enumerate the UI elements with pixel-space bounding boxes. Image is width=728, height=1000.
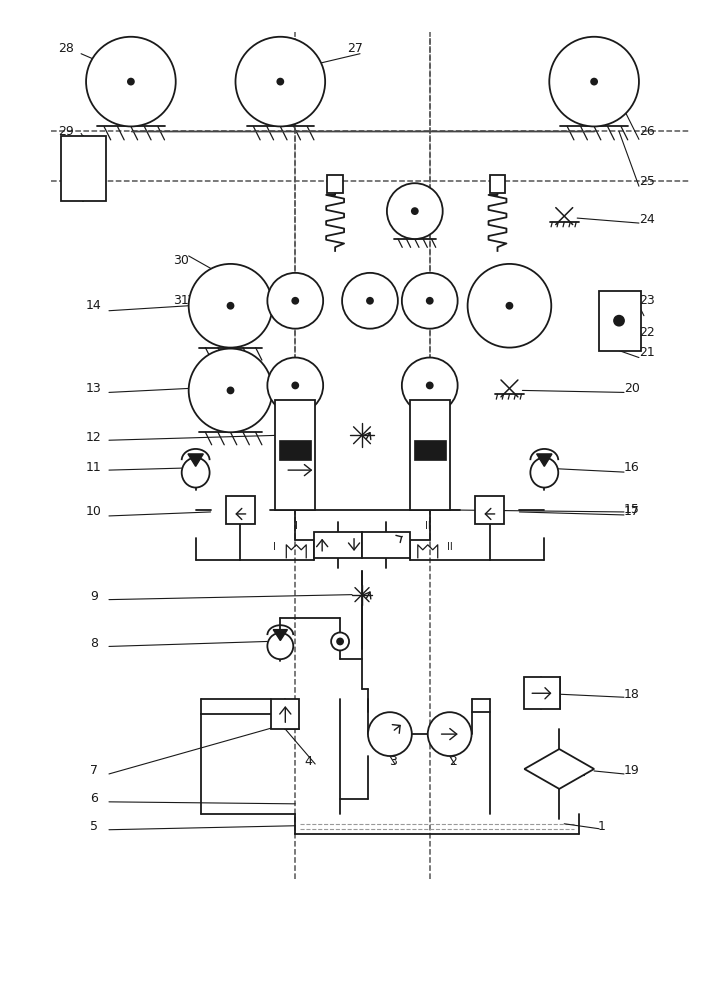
Bar: [599, 291, 641, 351]
Circle shape: [128, 79, 134, 85]
Text: 3: 3: [389, 755, 397, 768]
Circle shape: [228, 303, 234, 309]
Bar: [475, 496, 505, 524]
Text: 31: 31: [173, 294, 189, 307]
Bar: [272, 699, 299, 729]
Text: 15: 15: [624, 503, 640, 516]
Text: 26: 26: [639, 125, 654, 138]
Text: 30: 30: [173, 254, 189, 267]
Circle shape: [228, 387, 234, 393]
Text: 6: 6: [90, 792, 98, 805]
Polygon shape: [188, 454, 203, 466]
Text: 29: 29: [58, 125, 74, 138]
Polygon shape: [537, 454, 552, 466]
Text: 14: 14: [86, 299, 102, 312]
Circle shape: [507, 303, 513, 309]
Circle shape: [467, 264, 551, 348]
Bar: [414, 440, 446, 460]
Text: 2: 2: [448, 755, 456, 768]
Text: 24: 24: [639, 213, 654, 226]
Text: 20: 20: [624, 382, 640, 395]
Text: 4: 4: [304, 755, 312, 768]
Text: 21: 21: [639, 346, 654, 359]
Circle shape: [367, 298, 373, 304]
Circle shape: [402, 358, 458, 413]
Circle shape: [368, 712, 412, 756]
Bar: [275, 400, 315, 510]
Text: 17: 17: [624, 505, 640, 518]
Bar: [362, 532, 410, 558]
Text: 10: 10: [86, 505, 102, 518]
Text: 12: 12: [86, 431, 102, 444]
Circle shape: [292, 298, 298, 304]
Bar: [280, 440, 311, 460]
Text: 22: 22: [639, 326, 654, 339]
Bar: [489, 175, 505, 193]
Circle shape: [331, 632, 349, 650]
Ellipse shape: [267, 633, 293, 659]
Bar: [327, 175, 343, 193]
Text: I: I: [273, 542, 276, 552]
Polygon shape: [273, 630, 288, 641]
Text: 1: 1: [598, 820, 606, 833]
Polygon shape: [524, 749, 594, 789]
Circle shape: [235, 37, 325, 126]
Circle shape: [337, 638, 343, 644]
Text: 7: 7: [90, 764, 98, 777]
Circle shape: [427, 382, 432, 388]
Circle shape: [267, 273, 323, 329]
Circle shape: [412, 208, 418, 214]
Circle shape: [550, 37, 639, 126]
Text: 18: 18: [624, 688, 640, 701]
Circle shape: [267, 358, 323, 413]
Text: II: II: [447, 542, 453, 552]
Text: 8: 8: [90, 637, 98, 650]
Text: 25: 25: [639, 175, 655, 188]
Circle shape: [292, 382, 298, 388]
Circle shape: [428, 712, 472, 756]
Circle shape: [402, 273, 458, 329]
Circle shape: [427, 298, 432, 304]
Ellipse shape: [182, 458, 210, 488]
Text: 9: 9: [90, 590, 98, 603]
Text: 5: 5: [90, 820, 98, 833]
Text: 23: 23: [639, 294, 654, 307]
Bar: [410, 400, 450, 510]
Bar: [314, 532, 362, 558]
Circle shape: [387, 183, 443, 239]
Circle shape: [86, 37, 175, 126]
Circle shape: [189, 349, 272, 432]
Text: 19: 19: [624, 764, 640, 777]
Circle shape: [614, 316, 624, 326]
Circle shape: [342, 273, 398, 329]
Bar: [61, 136, 106, 201]
Bar: [226, 496, 256, 524]
Text: II: II: [425, 521, 431, 531]
Text: I: I: [295, 521, 298, 531]
Text: 28: 28: [58, 42, 74, 55]
Text: 27: 27: [347, 42, 363, 55]
Ellipse shape: [531, 458, 558, 488]
Circle shape: [277, 79, 283, 85]
Circle shape: [591, 79, 597, 85]
Text: 11: 11: [86, 461, 102, 474]
Bar: [524, 677, 561, 709]
Circle shape: [189, 264, 272, 348]
Text: 13: 13: [86, 382, 102, 395]
Text: 16: 16: [624, 461, 640, 474]
